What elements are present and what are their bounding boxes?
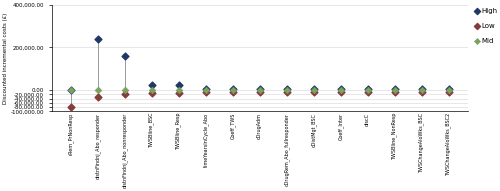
High xyxy=(282,87,290,91)
Low xyxy=(94,95,102,98)
Low xyxy=(202,90,209,93)
High xyxy=(364,87,372,91)
Mid xyxy=(418,89,426,92)
Mid xyxy=(148,89,156,92)
High xyxy=(94,37,102,40)
Legend: High, Low, Mid: High, Low, Mid xyxy=(475,8,498,44)
Low xyxy=(66,106,74,109)
Low xyxy=(390,90,398,93)
Mid xyxy=(202,89,209,92)
High xyxy=(66,89,74,92)
High xyxy=(336,87,344,91)
High xyxy=(148,83,156,86)
Low xyxy=(148,92,156,95)
Mid xyxy=(174,89,182,92)
Low xyxy=(310,90,318,93)
Mid xyxy=(364,89,372,92)
Mid xyxy=(390,89,398,92)
Low xyxy=(120,93,128,96)
Mid xyxy=(66,89,74,92)
Low xyxy=(418,90,426,93)
High xyxy=(418,87,426,91)
Mid xyxy=(228,89,236,92)
Mid xyxy=(310,89,318,92)
High xyxy=(444,87,452,91)
High xyxy=(228,87,236,91)
Mid xyxy=(94,89,102,92)
Mid xyxy=(256,89,264,92)
High xyxy=(174,83,182,86)
Low xyxy=(364,90,372,93)
High xyxy=(390,87,398,91)
Y-axis label: Discounted incremental costs (£): Discounted incremental costs (£) xyxy=(3,12,8,104)
Mid xyxy=(336,89,344,92)
Low xyxy=(174,92,182,95)
Mid xyxy=(120,89,128,92)
High xyxy=(310,87,318,91)
Low xyxy=(282,90,290,93)
Mid xyxy=(444,89,452,92)
Low xyxy=(228,90,236,93)
Mid xyxy=(282,89,290,92)
High xyxy=(120,54,128,57)
Low xyxy=(444,90,452,93)
Low xyxy=(336,90,344,93)
High xyxy=(202,87,209,91)
High xyxy=(256,87,264,91)
Low xyxy=(256,90,264,93)
